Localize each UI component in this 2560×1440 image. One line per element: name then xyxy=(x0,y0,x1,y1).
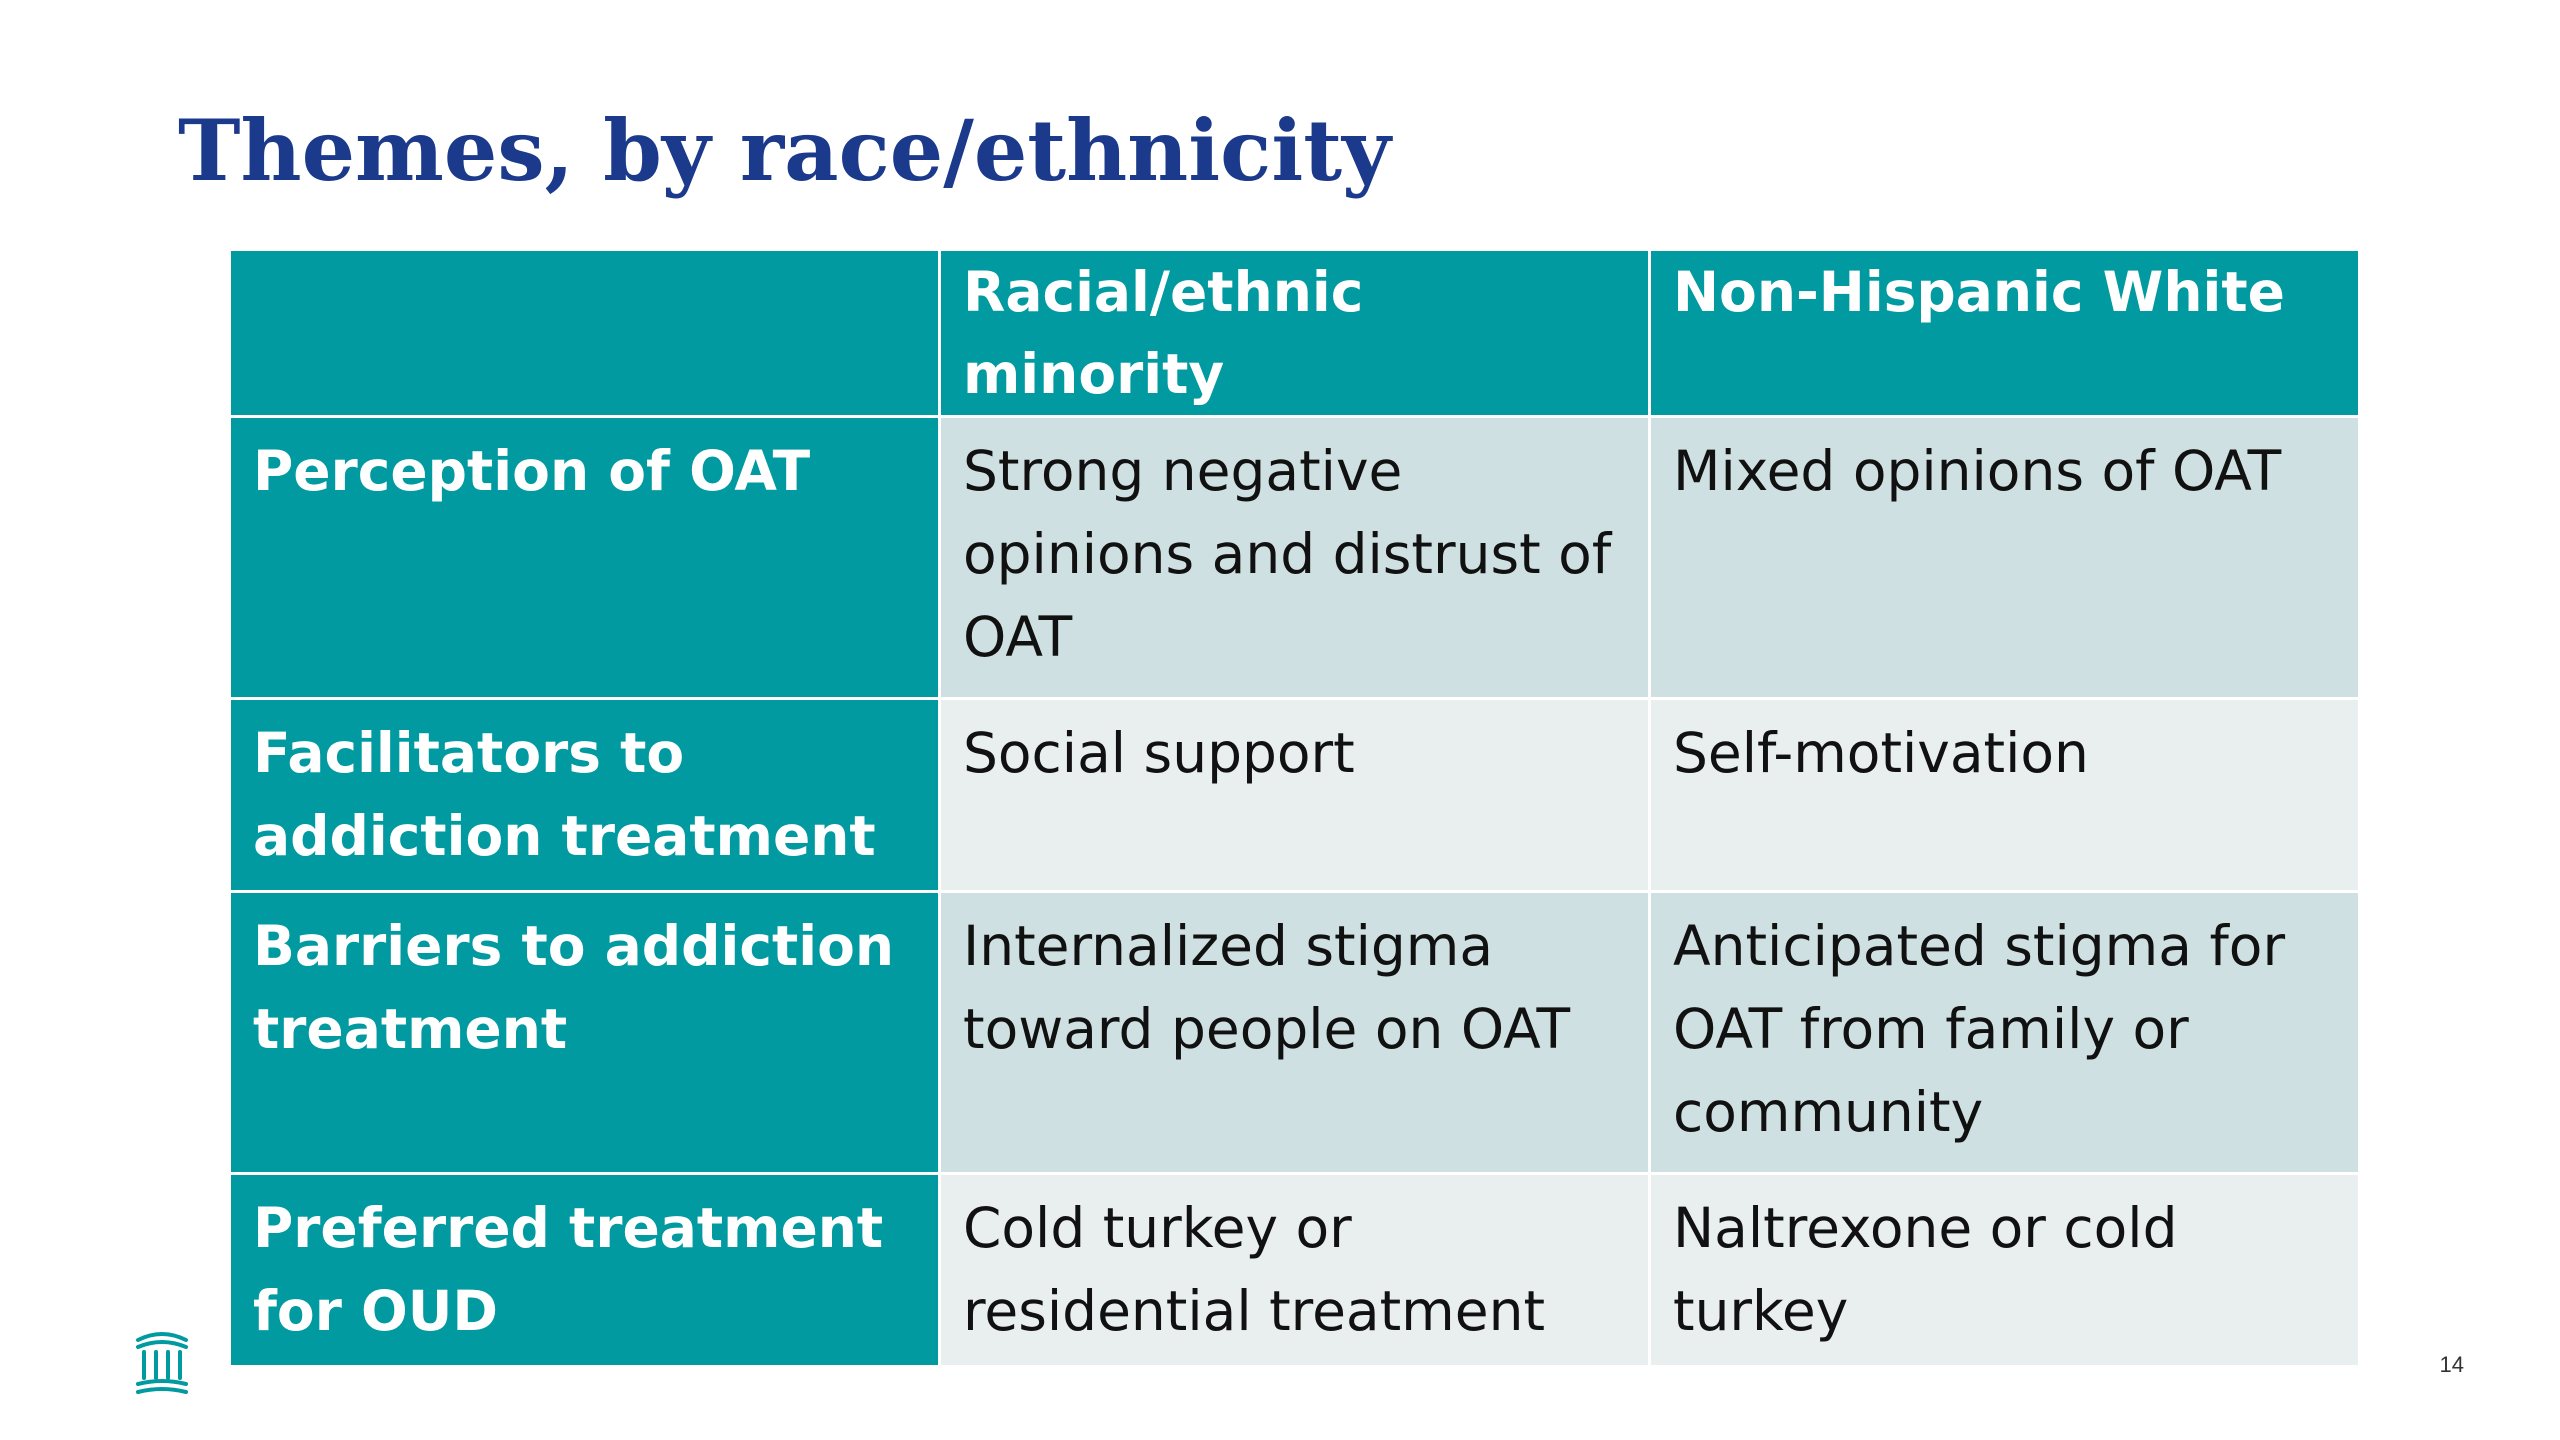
cell-minority: Strong negative opinions and distrust of… xyxy=(938,415,1651,700)
row-label: Barriers to addiction treatment xyxy=(228,890,941,1175)
table-row: Preferred treatment for OUD Cold turkey … xyxy=(228,1172,2361,1368)
row-label: Facilitators to addiction treatment xyxy=(228,697,941,893)
header-corner-cell xyxy=(228,248,941,418)
cell-white: Mixed opinions of OAT xyxy=(1648,415,2361,700)
table-row: Perception of OAT Strong negative opinio… xyxy=(228,415,2361,700)
slide-title: Themes, by race/ethnicity xyxy=(178,101,1391,200)
cell-white: Anticipated stigma for OAT from family o… xyxy=(1648,890,2361,1175)
row-label: Preferred treatment for OUD xyxy=(228,1172,941,1368)
row-label: Perception of OAT xyxy=(228,415,941,700)
table-row: Facilitators to addiction treatment Soci… xyxy=(228,697,2361,893)
institution-columns-icon xyxy=(136,1332,188,1394)
cell-minority: Cold turkey or residential treatment xyxy=(938,1172,1651,1368)
table-row: Barriers to addiction treatment Internal… xyxy=(228,890,2361,1175)
cell-white: Naltrexone or cold turkey xyxy=(1648,1172,2361,1368)
cell-minority: Internalized stigma toward people on OAT xyxy=(938,890,1651,1175)
table-header-row: Racial/ethnic minority Non-Hispanic Whit… xyxy=(228,248,2361,418)
page-number: 14 xyxy=(2439,1352,2464,1377)
themes-table: Racial/ethnic minority Non-Hispanic Whit… xyxy=(228,248,2361,1368)
header-non-hispanic-white: Non-Hispanic White xyxy=(1648,248,2361,418)
cell-white: Self-motivation xyxy=(1648,697,2361,893)
header-minority: Racial/ethnic minority xyxy=(938,248,1651,418)
cell-minority: Social support xyxy=(938,697,1651,893)
